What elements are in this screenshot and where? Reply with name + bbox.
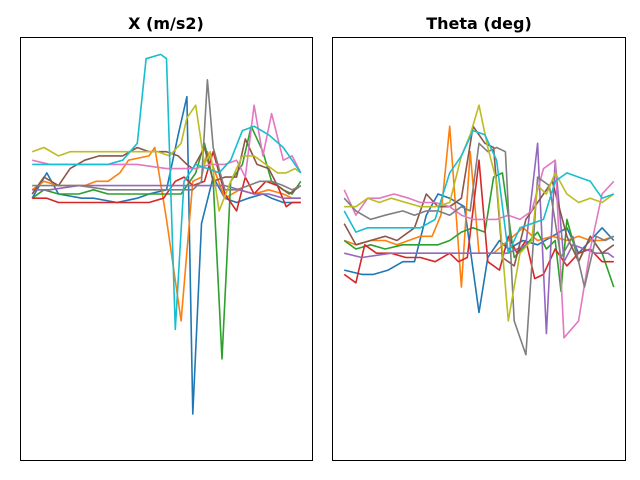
series-line-theta-7 <box>343 142 615 356</box>
series-line-theta-4 <box>344 142 615 335</box>
series-line-x-9 <box>32 53 302 331</box>
series-line-x-0 <box>31 95 301 415</box>
series-line-x-7 <box>32 79 302 191</box>
series-line-theta-5 <box>343 125 615 267</box>
series-line-x-4 <box>32 184 301 199</box>
series-line-x-1 <box>31 146 301 322</box>
plot-frame-theta <box>332 37 626 461</box>
series-line-x-2 <box>31 125 302 360</box>
series-line-theta-6 <box>343 159 615 339</box>
plot-frame-x <box>20 37 313 461</box>
series-group-theta <box>343 104 615 356</box>
panel-title-x: X (m/s2) <box>128 14 204 33</box>
series-line-theta-2 <box>343 172 615 293</box>
series-line-theta-8 <box>344 104 615 322</box>
series-line-theta-9 <box>343 129 615 254</box>
series-line-theta-3 <box>343 159 614 284</box>
series-group-x <box>31 53 302 415</box>
panel-title-theta: Theta (deg) <box>426 14 532 33</box>
panel-theta: Theta (deg) <box>332 14 626 461</box>
series-line-x-5 <box>31 138 302 195</box>
panel-x-accel: X (m/s2) <box>20 14 313 461</box>
series-line-x-8 <box>31 104 302 212</box>
series-line-theta-1 <box>343 125 615 288</box>
